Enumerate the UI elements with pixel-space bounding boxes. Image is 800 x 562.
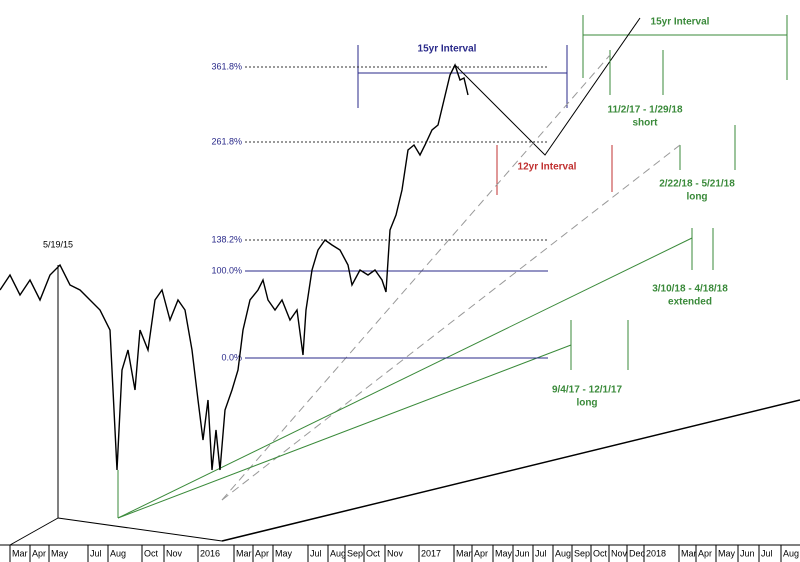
annotation: 5/19/15 [43, 239, 73, 249]
annotation: 11/2/17 - 1/29/18 [607, 105, 683, 116]
annotation: 9/4/17 - 12/1/17 [552, 385, 622, 396]
x-tick-label: Jun [740, 548, 755, 558]
x-tick-label: Sep [574, 548, 590, 558]
trend-line [9, 517, 59, 546]
trend-line [117, 237, 693, 519]
price-series [0, 63, 469, 471]
x-tick-label: Nov [387, 548, 404, 558]
x-tick-label: Apr [698, 548, 712, 558]
fib-label: 138.2% [211, 234, 242, 244]
trend-line [117, 344, 572, 519]
fib-label: 261.8% [211, 136, 242, 146]
x-tick-label: Aug [555, 548, 571, 558]
annotation: long [576, 398, 597, 409]
trend-line [57, 517, 223, 542]
annotation: 2/22/18 - 5/21/18 [659, 179, 735, 190]
x-tick-label: May [495, 548, 513, 558]
x-tick-label: Oct [593, 548, 608, 558]
x-tick-label: Aug [330, 548, 346, 558]
annotation: long [686, 192, 707, 203]
x-tick-label: Mar [236, 548, 252, 558]
annotation: 15yr Interval [651, 17, 710, 28]
x-tick-label: Aug [110, 548, 126, 558]
annotation: 12yr Interval [518, 162, 577, 173]
x-tick-label: Mar [681, 548, 697, 558]
x-tick-label: Jul [761, 548, 773, 558]
fib-label: 100.0% [211, 265, 242, 275]
fib-label: 361.8% [211, 61, 242, 71]
x-tick-label: Sep [347, 548, 363, 558]
x-tick-label: Nov [611, 548, 628, 558]
annotation: extended [668, 297, 712, 308]
trend-line [221, 54, 611, 501]
x-tick-label: 2016 [200, 548, 220, 558]
trend-line [221, 399, 800, 542]
x-tick-label: Aug [783, 548, 799, 558]
x-tick-label: Mar [456, 548, 472, 558]
x-tick-label: Apr [255, 548, 269, 558]
x-tick-label: 2017 [421, 548, 441, 558]
x-tick-label: Jun [515, 548, 530, 558]
x-tick-label: Mar [12, 548, 28, 558]
x-tick-label: May [718, 548, 736, 558]
x-tick-label: Jul [535, 548, 547, 558]
x-tick-label: Oct [366, 548, 381, 558]
annotation: 3/10/18 - 4/18/18 [652, 284, 728, 295]
annotation: short [633, 118, 659, 129]
x-tick-label: Nov [166, 548, 183, 558]
x-tick-label: Apr [474, 548, 488, 558]
projection-line [454, 17, 641, 156]
annotation-lines [9, 15, 800, 546]
x-tick-label: May [275, 548, 293, 558]
x-axis-ticks: Mar Apr May Jul Aug Oct Nov 2016 Mar Apr May Jul Aug… [9, 545, 799, 562]
x-tick-label: Dec [629, 548, 646, 558]
x-tick-label: Apr [32, 548, 46, 558]
trend-line [221, 144, 681, 501]
fib-levels: 361.8% 261.8% 138.2% 100.0% 0.0% [211, 61, 548, 362]
annotation: 15yr Interval [418, 44, 477, 55]
x-tick-label: 2018 [646, 548, 666, 558]
x-tick-label: Oct [144, 548, 159, 558]
price-line [0, 63, 469, 471]
x-tick-label: Jul [90, 548, 102, 558]
x-tick-label: Jul [310, 548, 322, 558]
fib-label: 0.0% [221, 352, 242, 362]
x-tick-label: May [51, 548, 69, 558]
